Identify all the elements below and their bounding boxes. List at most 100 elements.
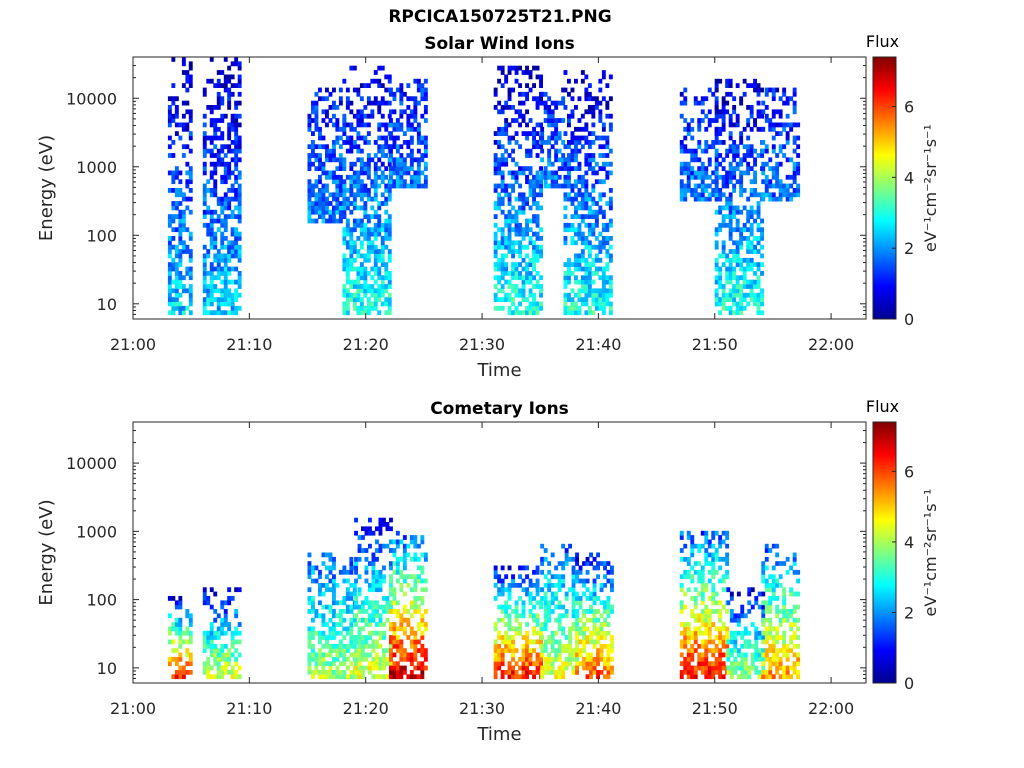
flux-cell [357, 643, 362, 649]
flux-cell [361, 609, 365, 614]
flux-cell [605, 174, 610, 180]
flux-cell [342, 288, 347, 294]
flux-cell [370, 288, 375, 294]
flux-cell [561, 670, 566, 675]
flux-cell [757, 648, 762, 653]
flux-cell [729, 639, 734, 645]
flux-cell [728, 227, 733, 233]
flux-cell [377, 174, 382, 180]
flux-cell [202, 113, 207, 119]
flux-cell [188, 231, 193, 237]
flux-cell [535, 192, 540, 198]
flux-cell [237, 236, 242, 241]
flux-cell [385, 656, 390, 662]
flux-cell [518, 630, 522, 636]
flux-cell [216, 652, 221, 658]
flux-cell [584, 201, 589, 206]
flux-cell [711, 192, 716, 198]
flux-cell [318, 179, 322, 185]
flux-cell [352, 583, 357, 588]
flux-cell [356, 122, 361, 128]
flux-cell [230, 310, 235, 316]
flux-cell [174, 600, 179, 606]
flux-cell [352, 126, 357, 132]
flux-cell [591, 310, 596, 316]
flux-cell [342, 305, 347, 311]
flux-cell [601, 144, 606, 150]
flux-cell [342, 301, 347, 307]
flux-cell [361, 648, 365, 653]
flux-cell [540, 596, 545, 601]
flux-cell [711, 170, 716, 176]
flux-cell [378, 530, 383, 536]
flux-cell [373, 288, 378, 294]
flux-cell [359, 253, 364, 259]
flux-cell [318, 600, 322, 606]
flux-cell [598, 100, 603, 106]
flux-cell [220, 196, 225, 202]
flux-cell [307, 122, 312, 128]
flux-cell [380, 249, 385, 254]
flux-cell [697, 591, 702, 597]
flux-cell [532, 648, 536, 653]
flux-cell [384, 236, 389, 241]
flux-cell [582, 630, 586, 636]
flux-cell [237, 201, 242, 206]
flux-cell [356, 310, 361, 316]
flux-cell [732, 266, 737, 272]
flux-cell [760, 253, 764, 259]
flux-cell [761, 574, 766, 580]
flux-cell [704, 609, 709, 614]
flux-cell [213, 656, 218, 662]
flux-cell [735, 144, 740, 150]
flux-cell [318, 192, 322, 198]
flux-cell [535, 587, 540, 593]
flux-cell [387, 113, 392, 119]
flux-cell [349, 639, 354, 645]
flux-cell [371, 578, 376, 584]
flux-cell [789, 613, 794, 619]
flux-cell [756, 284, 761, 289]
flux-cell [511, 170, 515, 176]
flux-cell [756, 275, 761, 281]
flux-cell [366, 196, 371, 202]
flux-cell [406, 574, 411, 580]
flux-cell [318, 587, 322, 593]
flux-cell [778, 648, 783, 653]
flux-cell [521, 91, 526, 97]
flux-cell [735, 301, 740, 307]
flux-cell [332, 100, 336, 106]
flux-cell [728, 297, 733, 302]
flux-cell [785, 656, 790, 662]
flux-cell [220, 648, 225, 653]
flux-cell [507, 617, 512, 623]
flux-cell [413, 596, 418, 601]
flux-cell [728, 236, 733, 241]
flux-cell [570, 236, 575, 241]
flux-cell [557, 665, 562, 671]
flux-cell [761, 192, 766, 198]
flux-cell [507, 87, 512, 93]
flux-cell [697, 617, 702, 623]
flux-cell [507, 305, 512, 311]
flux-cell [567, 196, 571, 202]
flux-cell [690, 148, 695, 154]
flux-cell [768, 548, 773, 553]
flux-cell [610, 670, 614, 675]
flux-cell [754, 648, 759, 653]
flux-cell [591, 157, 596, 163]
flux-cell [578, 639, 583, 645]
flux-cell [507, 196, 512, 202]
flux-cell [493, 626, 498, 632]
flux-cell [356, 144, 361, 150]
flux-cell [577, 166, 582, 171]
flux-cell [521, 670, 526, 675]
flux-cell [375, 578, 379, 584]
flux-cell [511, 240, 515, 246]
flux-cell [237, 622, 242, 627]
flux-cell [563, 292, 568, 298]
flux-cell [532, 617, 536, 623]
flux-cell [352, 87, 357, 93]
flux-cell [543, 617, 548, 623]
flux-cell [178, 170, 183, 176]
